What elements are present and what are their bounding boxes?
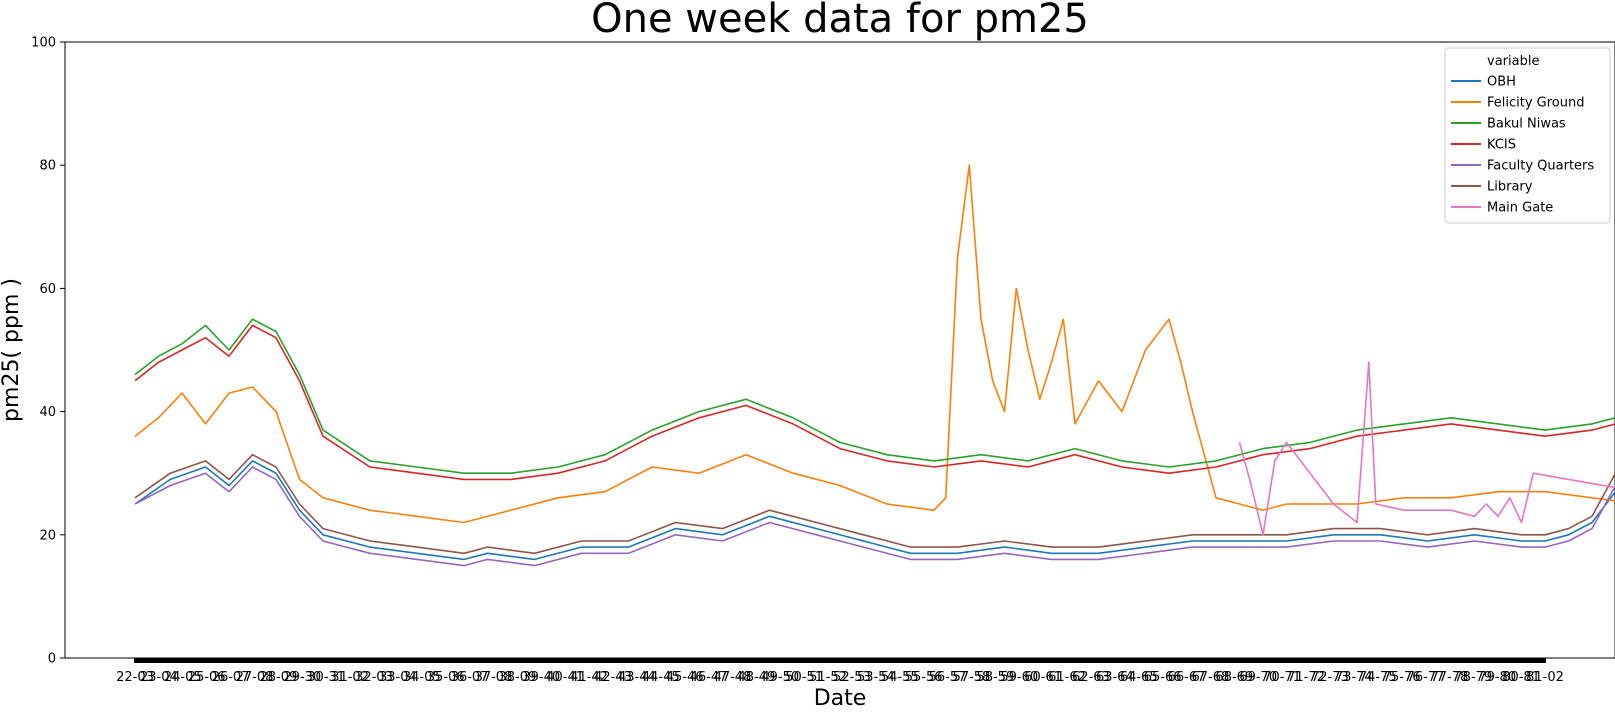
- y-tick-label: 20: [39, 528, 56, 543]
- y-tick-label: 60: [39, 282, 56, 297]
- series-layer: [135, 165, 1615, 565]
- legend: variable OBH Felicity Ground Bakul Niwas KCI…: [1445, 48, 1610, 223]
- y-tick-label: 100: [31, 36, 56, 51]
- legend-title: variable: [1487, 54, 1539, 69]
- chart-title: One week data for pm25: [591, 0, 1089, 42]
- legend-label: Felicity Ground: [1487, 96, 1585, 111]
- legend-label: KCIS: [1487, 138, 1516, 153]
- x-tick-label: 81-02: [1526, 670, 1564, 685]
- y-tick-label: 80: [39, 159, 56, 174]
- legend-box: [1445, 48, 1610, 223]
- plot-frame: [65, 42, 1615, 658]
- legend-label: Library: [1487, 180, 1533, 195]
- series-line-main-gate: [1240, 362, 1615, 535]
- series-line-obh: [135, 461, 1615, 560]
- y-tick-label: 40: [39, 405, 56, 420]
- legend-label: Bakul Niwas: [1487, 117, 1566, 132]
- y-tick-label: 0: [48, 652, 56, 667]
- legend-label: Main Gate: [1487, 201, 1553, 216]
- y-axis-title: pm25( ppm ): [0, 278, 24, 422]
- series-line-bakul-niwas: [135, 319, 1615, 473]
- y-axis: 0 20 40 60 80 100: [31, 36, 65, 667]
- series-line-library: [135, 455, 1615, 554]
- x-axis: 22-0323-0424-0525-0626-0727-0828-0929-30…: [116, 658, 1564, 685]
- x-axis-title: Date: [814, 686, 867, 711]
- series-line-kcis: [135, 325, 1615, 479]
- legend-label: OBH: [1487, 75, 1516, 90]
- legend-label: Faculty Quarters: [1487, 159, 1594, 174]
- x-tick-band: [134, 658, 1546, 663]
- series-line-felicity-ground: [135, 165, 1615, 522]
- series-line-faculty-quarters: [135, 455, 1615, 566]
